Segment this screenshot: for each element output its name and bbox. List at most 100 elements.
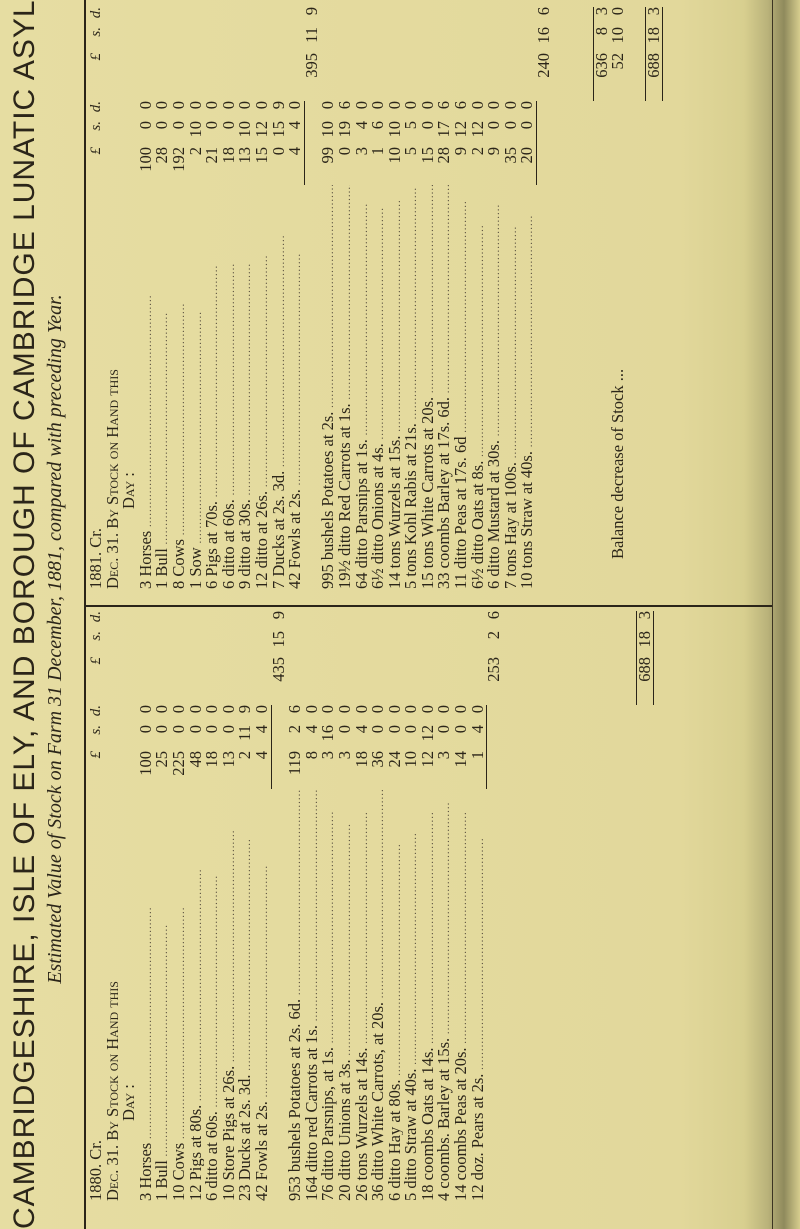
stock-item-row: 8 Cows .................................… xyxy=(169,7,188,589)
leader-dots: ........................................… xyxy=(374,206,387,444)
grand-total-pence: 3 xyxy=(634,611,654,620)
leader-dots: ........................................… xyxy=(141,294,154,531)
stock-item-row: 1 Bull .................................… xyxy=(152,611,171,1201)
item-label: 6 ditto Hay at 80s. xyxy=(386,1079,404,1201)
item-label: 10 Cows xyxy=(170,1142,188,1201)
item-label: 4 coombs. Barley at 15s. xyxy=(436,1037,454,1201)
day-line: Day : xyxy=(121,1084,138,1121)
leader-dots: ........................................… xyxy=(423,185,436,397)
currency-header: d. xyxy=(88,611,104,623)
leader-dots: ........................................… xyxy=(191,311,204,548)
shillings-value: 4 xyxy=(251,725,271,734)
document-subtitle: Estimated Value of Stock on Farm 31 Dece… xyxy=(44,294,66,984)
leader-dots: ........................................… xyxy=(340,185,353,404)
stock-item-row: 5 tons Kohl Rabis at 21s. ..............… xyxy=(401,7,420,589)
item-label: 10 tons Straw at 40s. xyxy=(519,451,537,589)
livestock-subtotal-row: 395 11 9 xyxy=(301,7,321,589)
day-row: Day : xyxy=(121,7,138,589)
leader-dots: ........................................… xyxy=(390,199,403,436)
item-label: 9 ditto at 30s. xyxy=(237,499,254,589)
livestock-subtotal-shillings: 11 xyxy=(301,27,321,43)
item-label: 6½ ditto Oats at 8s. xyxy=(469,460,487,589)
stock-item-row: 3 Horses ...............................… xyxy=(136,7,155,589)
stock-item-row: 15 tons White Carrots at 20s. ..........… xyxy=(418,7,437,589)
item-label: 42 Fowls at 2s. xyxy=(287,489,304,589)
item-label: 7 tons Hay at 100s. xyxy=(502,462,520,589)
year-line: 1880. Cr. xyxy=(88,1140,105,1201)
leader-dots: ........................................… xyxy=(407,186,420,424)
pence-value: 0 xyxy=(285,101,305,110)
grand-total-row: 688 18 3 xyxy=(634,611,654,1201)
leader-dots: ........................................… xyxy=(473,837,486,1074)
item-label: 1 Sow xyxy=(187,547,205,589)
day-row: Day : xyxy=(121,611,138,1201)
shillings-value: 0 xyxy=(334,725,354,734)
stock-item-row: 33 coombs Barley at 17s. 6d. ...........… xyxy=(434,7,453,589)
stock-item-row: 164 ditto red Carrots at 1s. ...........… xyxy=(302,611,321,1201)
currency-header: s. xyxy=(88,27,104,37)
shillings-value: 19 xyxy=(334,121,354,138)
leader-dots: ........................................… xyxy=(274,234,287,471)
leader-dots: ........................................… xyxy=(291,789,304,999)
stock-item-row: 5 ditto Straw at 40s. ..................… xyxy=(401,611,420,1201)
leader-dots: ........................................… xyxy=(340,823,353,1060)
grand-total-shillings: 18 xyxy=(634,631,654,648)
shillings-value: 4 xyxy=(467,725,487,734)
pounds-value: 0 xyxy=(334,147,354,156)
leader-dots: ........................................… xyxy=(224,829,237,1066)
item-label: 11 ditto Peas at 17s. 6d xyxy=(453,436,470,589)
livestock-subtotal-row: 435 15 9 xyxy=(268,611,288,1201)
stock-item-row: 7 tons Hay at 100s. ....................… xyxy=(501,7,520,589)
leader-dots: ........................................… xyxy=(523,214,536,452)
leader-dots: ........................................… xyxy=(241,838,254,1075)
stock-item-row: 11 ditto Peas at 17s. 6d ...............… xyxy=(451,7,470,589)
grand-total-pounds: 688 xyxy=(634,657,654,682)
leader-dots: ........................................… xyxy=(208,874,221,1112)
header-row: 1881. Cr. £ s. d. £ s. d. xyxy=(88,7,105,589)
shillings-value: 4 xyxy=(285,121,305,130)
item-label: 14 coombs Peas at 20s. xyxy=(453,1047,470,1201)
stock-item-row: 14 tons Wurzels at 15s. ................… xyxy=(385,7,404,589)
stock-item-row: 6 ditto Hay at 80s. ....................… xyxy=(385,611,404,1201)
leader-dots: ........................................… xyxy=(324,185,337,412)
produce-subtotal-pounds: 253 xyxy=(484,657,504,682)
livestock-subtotal-pounds: 435 xyxy=(268,657,288,682)
item-label: 42 Fowls at 2s. xyxy=(253,1101,271,1201)
item-label: 7 Ducks at 2s. 3d. xyxy=(270,470,288,589)
year-line: 1881. Cr. xyxy=(88,528,105,589)
leader-dots: ........................................… xyxy=(241,262,254,500)
pence-value: 0 xyxy=(251,705,271,714)
produce-subtotal-shillings: 16 xyxy=(534,27,554,44)
item-label: 76 ditto Parsnips, at 1s. xyxy=(320,1046,337,1201)
stock-item-row: 36 ditto White Carrots, at 20s. ........… xyxy=(368,611,387,1201)
stock-item-row: 64 ditto Parsnips at 1s. ...............… xyxy=(352,7,371,589)
stock-item-row: 10 Cows ................................… xyxy=(169,611,188,1201)
currency-header: d. xyxy=(88,7,104,19)
item-label: 3 Horses xyxy=(137,530,155,589)
item-label: 15 tons White Carrots at 20s. xyxy=(419,396,437,589)
pence-value: 0 xyxy=(517,101,537,110)
leader-dots: ........................................… xyxy=(473,224,486,461)
stock-item-row: 12 doz. Pears at 2s. ...................… xyxy=(467,611,487,1201)
stock-item-row: 76 ditto Parsnips, at 1s. ..............… xyxy=(318,611,337,1201)
sum-total-row: 636 8 3 xyxy=(592,7,611,589)
leader-dots: ........................................… xyxy=(457,200,470,437)
leader-dots: ........................................… xyxy=(307,789,320,1026)
leader-dots: ........................................… xyxy=(257,864,270,1102)
stock-item-row: 995 bushels Potatoes at 2s. ............… xyxy=(318,7,337,589)
leader-dots: ........................................… xyxy=(423,811,436,1048)
item-label: 19½ ditto Red Carrots at 1s. xyxy=(336,403,354,589)
stock-item-row: 6 ditto at 60s. ........................… xyxy=(219,7,238,589)
stock-item-row: 4 coombs. Barley at 15s. ...............… xyxy=(434,611,454,1201)
grand-total-shillings: 18 xyxy=(643,27,663,44)
currency-header: s. xyxy=(88,725,104,735)
item-label: 3 Horses xyxy=(137,1142,155,1201)
stock-item-row: 19½ ditto Red Carrots at 1s. ...........… xyxy=(334,7,354,589)
item-label: 8 Cows xyxy=(170,539,188,589)
table-bottom-rule xyxy=(772,0,773,1229)
shillings-value: 0 xyxy=(517,121,537,130)
item-label: 164 ditto red Carrots at 1s. xyxy=(303,1025,321,1201)
leader-dots: ........................................… xyxy=(191,868,204,1105)
stock-item-row: 3 Horses ...............................… xyxy=(136,611,155,1201)
pounds-value: 4 xyxy=(285,147,305,156)
